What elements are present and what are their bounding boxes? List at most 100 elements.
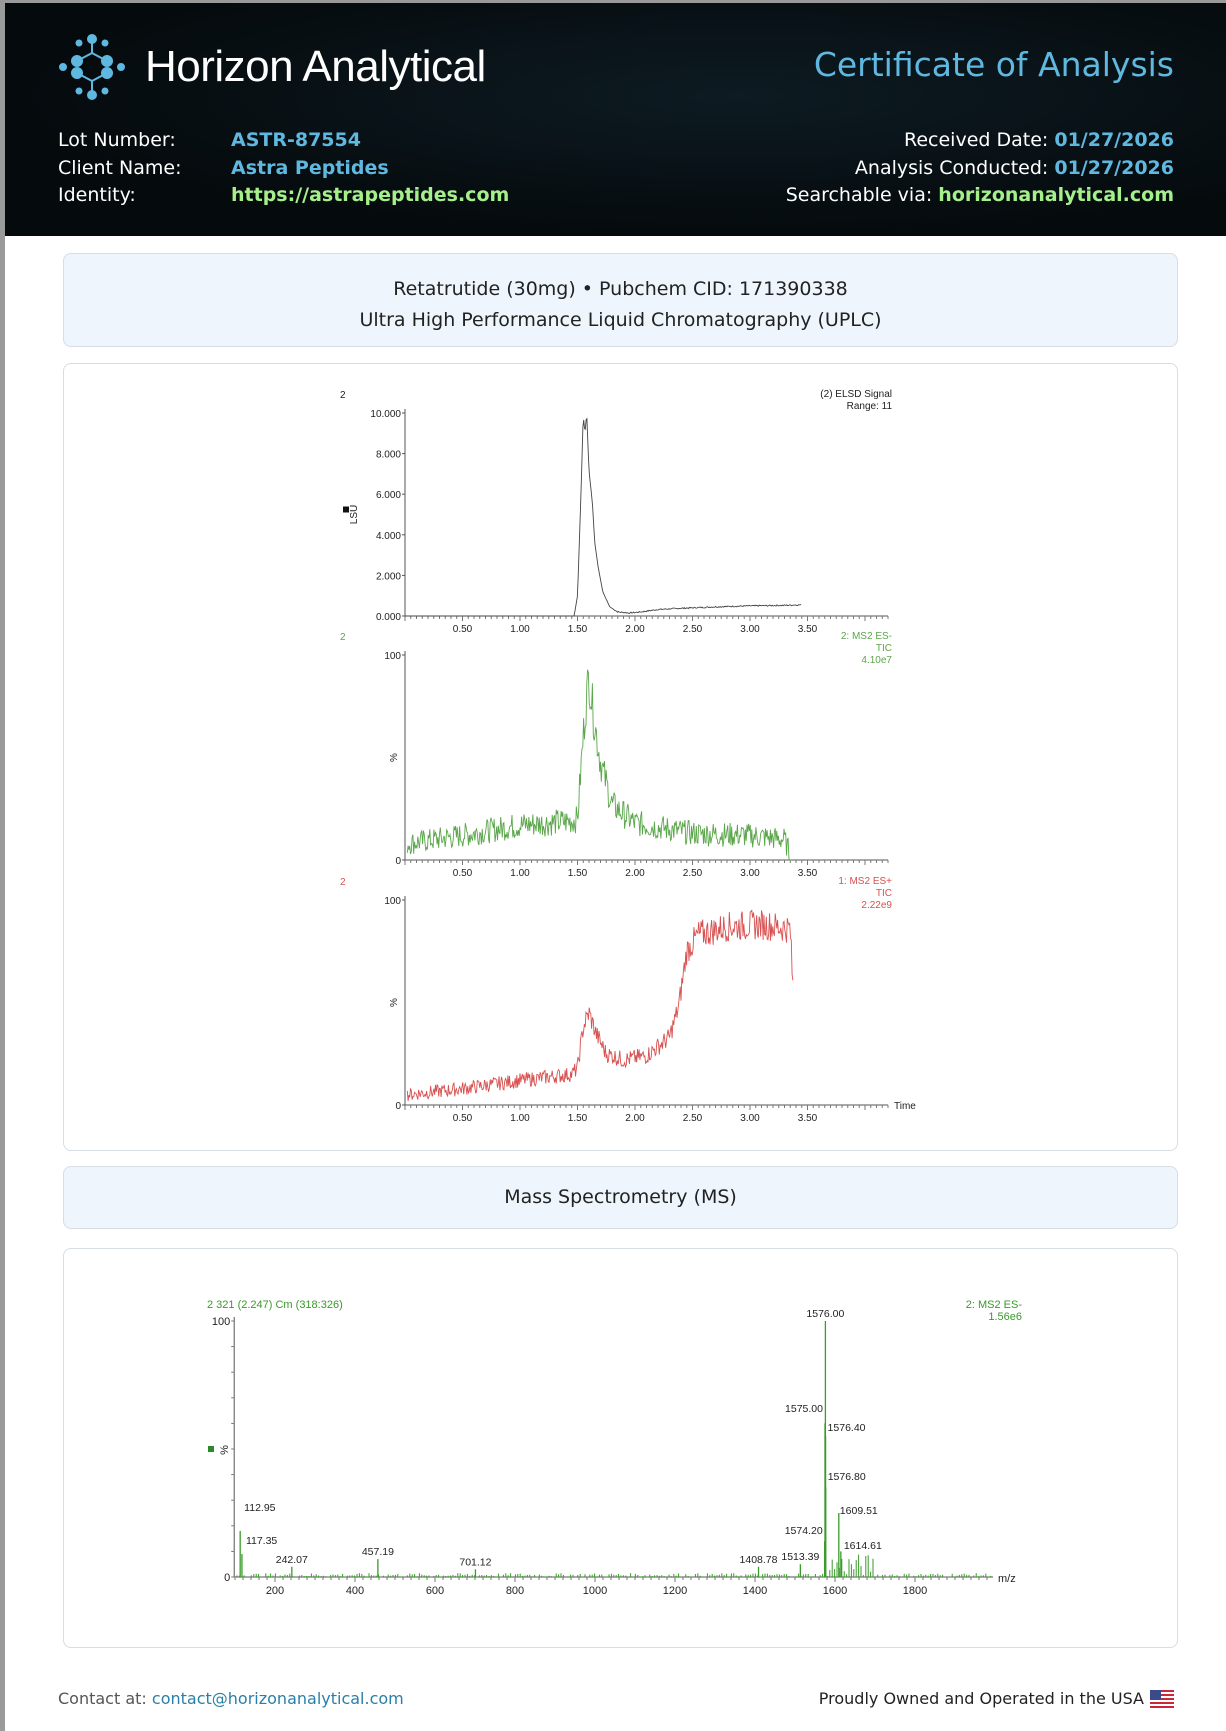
ms-x-tick-label: 1200	[663, 1585, 687, 1597]
identity-link[interactable]: https://astrapeptides.com	[231, 184, 510, 206]
x-tick-label: 1.00	[510, 868, 530, 879]
trace-id: 2	[340, 632, 346, 643]
y-tick-label: 10.000	[370, 409, 401, 420]
chromatogram-trace	[406, 909, 794, 1102]
y-tick-label: 0.000	[376, 612, 401, 623]
y-tick-label: 8.000	[376, 450, 401, 461]
date-info: Received Date: 01/27/2026 Analysis Condu…	[786, 127, 1174, 210]
trace-scale: 2.22e9	[861, 900, 892, 911]
received-date-value: 01/27/2026	[1054, 129, 1174, 151]
y-tick-label: 2.000	[376, 571, 401, 582]
trace-subtitle: TIC	[876, 888, 892, 899]
footer-contact: Contact at: contact@horizonanalytical.co…	[58, 1689, 404, 1708]
client-name-value: Astra Peptides	[231, 156, 389, 179]
ms-peak-label: 1614.61	[844, 1540, 882, 1552]
compound-title: Retatrutide (30mg) • Pubchem CID: 171390…	[393, 278, 848, 300]
x-tick-label: 2.50	[683, 868, 703, 879]
x-tick-label: 1.50	[568, 868, 588, 879]
footer-usa: Proudly Owned and Operated in the USA	[819, 1689, 1174, 1708]
contact-email-link[interactable]: contact@horizonanalytical.com	[151, 1689, 404, 1708]
ms-x-tick-label: 1800	[903, 1585, 927, 1597]
chromatogram-trace	[406, 669, 792, 861]
x-tick-label: 1.00	[510, 624, 530, 635]
contact-label: Contact at:	[58, 1689, 147, 1708]
y-tick-label: 100	[384, 651, 401, 662]
analysis-date-value: 01/27/2026	[1054, 156, 1174, 179]
trace-title: 2: MS2 ES-	[841, 631, 892, 642]
x-tick-label: 2.00	[625, 1113, 645, 1124]
ms-x-tick-label: 400	[346, 1585, 364, 1597]
analysis-date-label: Analysis Conducted:	[854, 156, 1049, 179]
searchable-link[interactable]: horizonanalytical.com	[938, 184, 1174, 206]
ms-peak-label: 1408.78	[740, 1554, 778, 1566]
method-title: Ultra High Performance Liquid Chromatogr…	[359, 309, 882, 331]
y-tick-label: 0	[395, 1101, 401, 1112]
x-tick-label: 3.50	[798, 868, 818, 879]
trace-title: 1: MS2 ES+	[838, 876, 892, 887]
ms-x-tick-label: 200	[266, 1585, 284, 1597]
ms-peak-label: 242.07	[276, 1554, 308, 1566]
ms-peak-label: 1575.00	[785, 1403, 823, 1415]
ms-peak-label: 701.12	[459, 1556, 491, 1568]
ms-x-tick-label: 1400	[743, 1585, 767, 1597]
identity-label: Identity:	[58, 184, 136, 206]
lot-number-label: Lot Number:	[58, 129, 176, 151]
ms-peak-label: 112.95	[244, 1502, 275, 1514]
x-tick-label: 3.00	[740, 868, 760, 879]
ms-scale: 1.56e6	[988, 1311, 1022, 1323]
ms-peak-label: 1576.00	[806, 1308, 844, 1320]
ms-series-label: 2: MS2 ES-	[966, 1299, 1023, 1311]
x-tick-label: 2.00	[625, 624, 645, 635]
received-date-label: Received Date:	[904, 129, 1049, 151]
ms-peak-label: 117.35	[246, 1535, 277, 1547]
x-tick-label: 2.50	[683, 1113, 703, 1124]
x-tick-label: 3.50	[798, 624, 818, 635]
x-tick-label: 0.50	[453, 1113, 473, 1124]
logo: Horizon Analytical	[57, 31, 486, 103]
ms-title-box: Mass Spectrometry (MS)	[63, 1166, 1178, 1229]
trace-subtitle: TIC	[876, 643, 892, 654]
document-title: Certificate of Analysis	[813, 45, 1174, 84]
x-tick-label: 3.00	[740, 624, 760, 635]
x-tick-label: 0.50	[453, 624, 473, 635]
usa-text: Proudly Owned and Operated in the USA	[818, 1689, 1144, 1708]
y-tick-label: 4.000	[376, 531, 401, 542]
x-tick-label: 0.50	[453, 868, 473, 879]
ms-peak-label: 1576.80	[828, 1471, 866, 1483]
x-tick-label: 1.00	[510, 1113, 530, 1124]
y-tick-label: 0	[395, 856, 401, 867]
ms-peak-label: 1576.40	[828, 1422, 866, 1434]
y-axis-label: %	[389, 753, 400, 762]
brand-name: Horizon Analytical	[145, 42, 486, 91]
client-name-label: Client Name:	[58, 156, 182, 179]
ms-x-tick-label: 600	[426, 1585, 444, 1597]
ms-y-tick-label: 100	[212, 1316, 230, 1328]
ms-box	[63, 1248, 1178, 1648]
y-tick-label: 6.000	[376, 490, 401, 501]
lot-number-value: ASTR-87554	[231, 129, 361, 151]
uplc-title-box: Retatrutide (30mg) • Pubchem CID: 171390…	[63, 253, 1178, 347]
x-axis-label: Time	[894, 1101, 916, 1112]
ms-scan-title: 2 321 (2.247) Cm (318:326)	[207, 1299, 343, 1311]
ms-peak-label: 457.19	[362, 1546, 394, 1558]
ms-x-tick-label: 1600	[823, 1585, 847, 1597]
lot-info: Lot Number: ASTR-87554 Client Name: Astra …	[58, 127, 509, 210]
y-axis-label: LSU	[349, 505, 360, 524]
x-tick-label: 2.00	[625, 868, 645, 879]
us-flag-icon	[1150, 1689, 1174, 1708]
ms-x-tick-label: 800	[506, 1585, 524, 1597]
trace-scale: 4.10e7	[861, 655, 892, 666]
ms-peak-label: 1609.51	[840, 1505, 878, 1517]
x-tick-label: 2.50	[683, 624, 703, 635]
ms-x-tick-label: 1000	[583, 1585, 607, 1597]
ms-y-tick-label: 0	[224, 1572, 230, 1584]
x-tick-label: 3.50	[798, 1113, 818, 1124]
molecule-logo-icon	[59, 34, 125, 100]
header: Horizon Analytical Certificate of Analys…	[5, 3, 1226, 236]
ms-title: Mass Spectrometry (MS)	[504, 1186, 737, 1208]
chromatogram-trace	[405, 417, 802, 617]
trace-id: 2	[340, 390, 346, 401]
ms-x-axis-label: m/z	[998, 1573, 1016, 1585]
y-axis-label: %	[389, 998, 400, 1007]
